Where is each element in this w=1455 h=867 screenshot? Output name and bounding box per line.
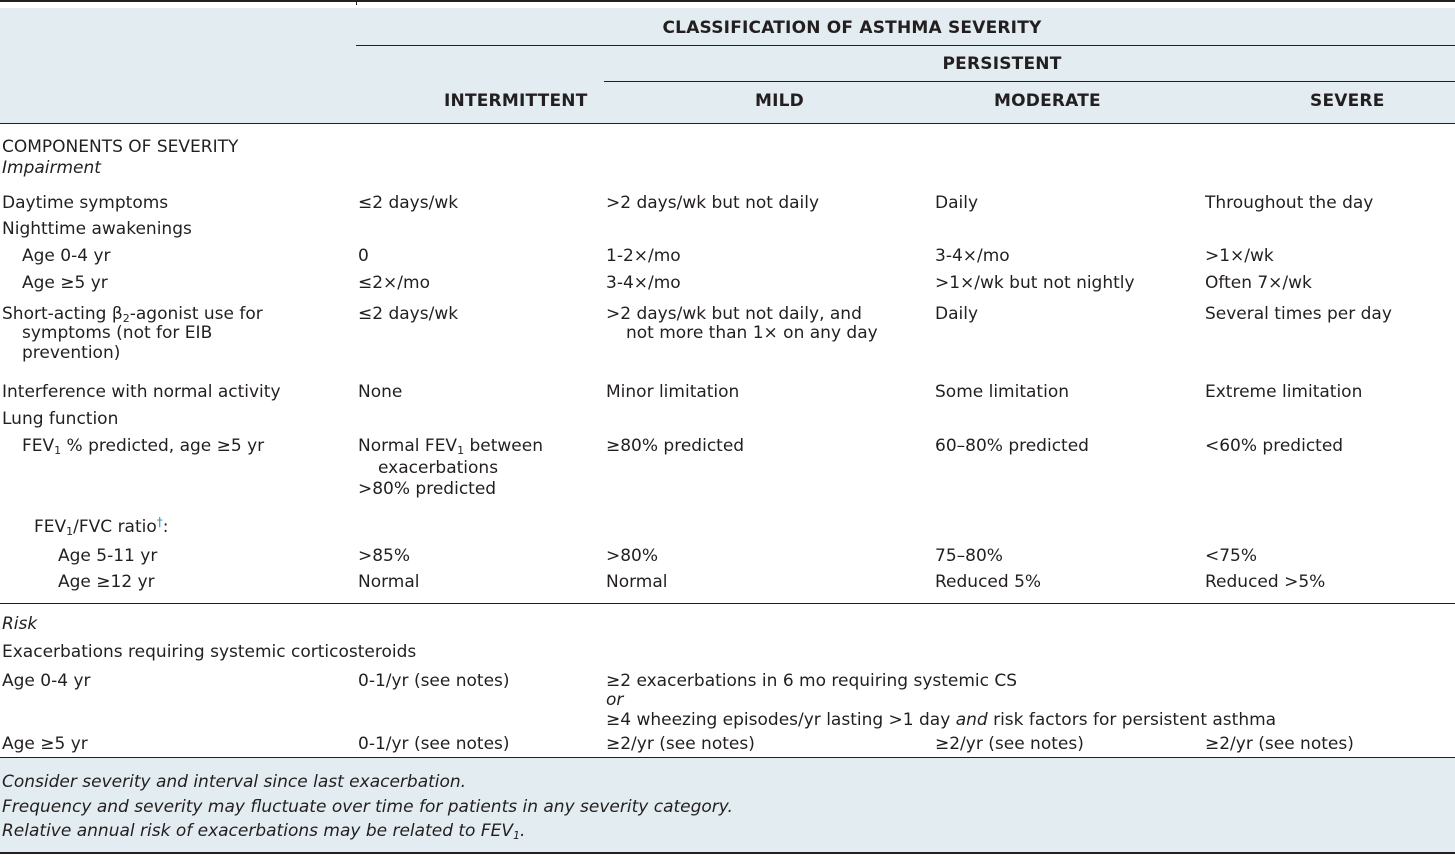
risk5-intermittent: 0-1/yr (see notes) [358, 734, 510, 754]
row-label-daytime: Daytime symptoms [2, 193, 169, 213]
row-label-ratio-12: Age ≥12 yr [58, 572, 155, 592]
risk5-mild: ≥2/yr (see notes) [606, 734, 755, 754]
risk5-moderate: ≥2/yr (see notes) [935, 734, 1084, 754]
daytime-mild: >2 days/wk but not daily [606, 193, 820, 213]
bottom-rule [0, 852, 1455, 854]
col-moderate: MODERATE [994, 91, 1101, 111]
fev1-moderate: 60–80% predicted [935, 436, 1089, 456]
saba-intermittent: ≤2 days/wk [358, 304, 459, 324]
row-label-saba-line3: prevention) [22, 343, 121, 363]
ratio12-severe: Reduced >5% [1205, 572, 1326, 592]
night5-moderate: >1×/wk but not nightly [935, 273, 1135, 293]
persistent-heading: PERSISTENT [942, 54, 1062, 74]
row-label-ratio: FEV1/FVC ratio†: [34, 515, 169, 538]
row-label-risk-5: Age ≥5 yr [2, 734, 88, 754]
row-label-ratio-511: Age 5-11 yr [58, 546, 158, 566]
night04-intermittent: 0 [358, 246, 369, 266]
saba-mild-line2: not more than 1× on any day [626, 323, 878, 343]
impairment-heading: Impairment [2, 158, 101, 178]
note-line-3: Relative annual risk of exacerbations ma… [2, 821, 526, 842]
ratio511-severe: <75% [1205, 546, 1258, 566]
components-heading: COMPONENTS OF SEVERITY [2, 137, 239, 157]
fev1-intermittent: Normal FEV1 between [358, 436, 543, 457]
night04-moderate: 3-4×/mo [935, 246, 1010, 266]
night5-intermittent: ≤2×/mo [358, 273, 430, 293]
risk5-severe: ≥2/yr (see notes) [1205, 734, 1354, 754]
row-label-fev1: FEV1 % predicted, age ≥5 yr [22, 436, 265, 457]
notes-rule [0, 757, 1455, 758]
col-severe: SEVERE [1310, 91, 1385, 111]
note-line-2: Frequency and severity may fluctuate ove… [2, 797, 733, 817]
col-mild: MILD [755, 91, 804, 111]
table-notes: Consider severity and interval since las… [0, 757, 1455, 852]
row-label-risk-04: Age 0-4 yr [2, 671, 91, 691]
row-label-saba: Short-acting β2-agonist use for [2, 304, 263, 325]
fev1-mild: ≥80% predicted [606, 436, 745, 456]
risk-rule [0, 603, 1455, 604]
row-label-interference: Interference with normal activity [2, 382, 281, 402]
row-label-night-5: Age ≥5 yr [22, 273, 108, 293]
ratio511-mild: >80% [606, 546, 659, 566]
daytime-intermittent: ≤2 days/wk [358, 193, 459, 213]
persistent-underline [604, 81, 1455, 82]
header-rule [0, 123, 1455, 124]
risk04-persistent-or: or [606, 690, 624, 710]
interference-severe: Extreme limitation [1205, 382, 1363, 402]
ratio12-mild: Normal [606, 572, 668, 592]
night5-severe: Often 7×/wk [1205, 273, 1312, 293]
top-tick [356, 0, 357, 5]
risk04-persistent-line3: ≥4 wheezing episodes/yr lasting >1 day a… [606, 710, 1277, 730]
risk-heading: Risk [2, 614, 38, 634]
note-line-1: Consider severity and interval since las… [2, 772, 467, 792]
ratio12-intermittent: Normal [358, 572, 420, 592]
fev1-intermittent-line3: >80% predicted [358, 479, 497, 499]
interference-intermittent: None [358, 382, 403, 402]
saba-mild: >2 days/wk but not daily, and [606, 304, 862, 324]
col-intermittent: INTERMITTENT [444, 91, 588, 111]
night5-mild: 3-4×/mo [606, 273, 681, 293]
table-title: CLASSIFICATION OF ASTHMA SEVERITY [662, 18, 1042, 38]
ratio511-intermittent: >85% [358, 546, 411, 566]
title-underline [356, 45, 1455, 46]
top-rule [0, 0, 1455, 2]
fev1-severe: <60% predicted [1205, 436, 1344, 456]
ratio12-moderate: Reduced 5% [935, 572, 1042, 592]
interference-moderate: Some limitation [935, 382, 1069, 402]
interference-mild: Minor limitation [606, 382, 740, 402]
night04-severe: >1×/wk [1205, 246, 1274, 266]
row-label-saba-line2: symptoms (not for EIB [22, 323, 213, 343]
fev1-intermittent-line2: exacerbations [378, 458, 499, 478]
row-label-nighttime: Nighttime awakenings [2, 219, 192, 239]
row-label-lung-function: Lung function [2, 409, 119, 429]
table-header: CLASSIFICATION OF ASTHMA SEVERITY PERSIS… [0, 8, 1455, 123]
daytime-severe: Throughout the day [1205, 193, 1374, 213]
saba-severe: Several times per day [1205, 304, 1392, 324]
daytime-moderate: Daily [935, 193, 979, 213]
row-label-exacerbations: Exacerbations requiring systemic cortico… [2, 642, 417, 662]
saba-moderate: Daily [935, 304, 979, 324]
footnote-dagger: † [156, 515, 163, 529]
night04-mild: 1-2×/mo [606, 246, 681, 266]
ratio511-moderate: 75–80% [935, 546, 1003, 566]
risk04-intermittent: 0-1/yr (see notes) [358, 671, 510, 691]
row-label-night-04: Age 0-4 yr [22, 246, 111, 266]
risk04-persistent-line1: ≥2 exacerbations in 6 mo requiring syste… [606, 671, 1018, 691]
